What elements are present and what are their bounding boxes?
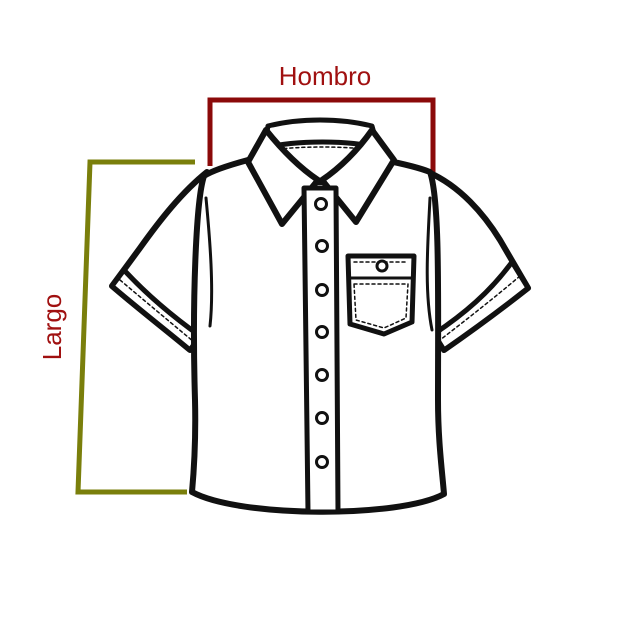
shirt-illustration bbox=[109, 117, 531, 515]
shirt-button bbox=[315, 455, 329, 469]
length-measure-bracket bbox=[75, 159, 195, 495]
length-label: Largo bbox=[37, 293, 67, 361]
shirt-button bbox=[315, 368, 329, 382]
shirt-button bbox=[315, 411, 329, 425]
shirt-button bbox=[315, 325, 329, 339]
right-sleeve-cuff bbox=[431, 259, 531, 353]
collar-right bbox=[319, 127, 397, 225]
collar-left bbox=[245, 127, 321, 227]
shirt-button bbox=[315, 239, 329, 253]
shoulder-measure-bracket bbox=[207, 97, 436, 172]
button-placket bbox=[301, 185, 341, 515]
shoulder-label: Hombro bbox=[278, 61, 372, 91]
chest-pocket bbox=[345, 253, 417, 337]
left-sleeve-cuff bbox=[109, 267, 203, 353]
shirt-button bbox=[314, 197, 328, 211]
pocket-button bbox=[375, 259, 389, 273]
shirt-button bbox=[315, 283, 329, 297]
